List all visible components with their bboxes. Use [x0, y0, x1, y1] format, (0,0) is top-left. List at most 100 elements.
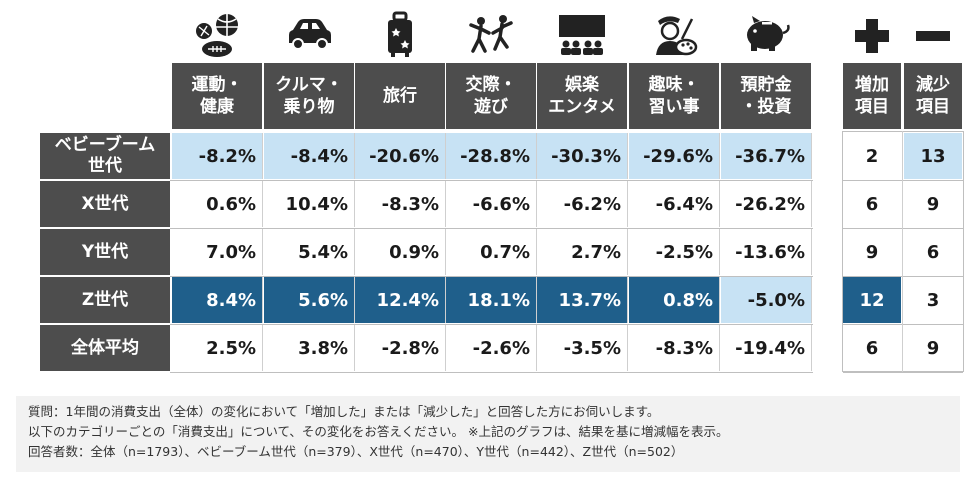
value-cell: -8.3% [629, 325, 720, 371]
value-cell: 0.8% [629, 277, 720, 323]
label-line-1: ベビーブーム [54, 135, 156, 155]
label-line-1: Z世代 [81, 289, 129, 310]
value-cell: -6.6% [446, 181, 537, 227]
increase-count-cell: 9 [865, 241, 879, 263]
value-cell: -36.7% [721, 133, 812, 179]
label-line-1: 運動・ [191, 75, 243, 95]
row-divider [843, 180, 963, 181]
label-line-1: 増加 [855, 75, 889, 95]
row-divider [170, 228, 813, 229]
row-header: 全体平均 [40, 325, 170, 371]
row-divider [843, 324, 963, 325]
row-header: Z世代 [40, 277, 170, 323]
survey-note: 質問：1年間の消費支出（全体）の変化において「増加した」または「減少した」と回答… [16, 396, 960, 472]
row-divider [843, 276, 963, 277]
label-line-2: 乗り物 [283, 97, 335, 117]
note-question: 質問：1年間の消費支出（全体）の変化において「増加した」または「減少した」と回答… [28, 404, 660, 419]
label-line-1: 減少 [916, 75, 950, 95]
piggy-bank-icon [721, 8, 811, 62]
value-cell: 12.4% [355, 277, 446, 323]
artist-painter-icon [629, 8, 719, 62]
decrease-count-cell: 9 [926, 193, 940, 215]
row-divider [843, 372, 963, 373]
minus-icon [888, 8, 978, 62]
row-divider [170, 324, 813, 325]
column-header: 旅行 [355, 63, 445, 129]
value-cell: -3.5% [537, 325, 628, 371]
decrease-count-cell: 6 [926, 241, 940, 263]
label-line-1: 趣味・ [648, 75, 700, 95]
value-cell: -28.8% [446, 133, 537, 179]
row-header: ベビーブーム 世代 [40, 133, 170, 179]
label-line-1: 旅行 [383, 86, 417, 106]
dancing-people-icon [446, 8, 536, 62]
increase-count-cell: 2 [865, 145, 879, 167]
value-cell: -5.0% [721, 277, 812, 323]
column-header: 交際・ 遊び [446, 63, 536, 129]
value-cell: 5.6% [264, 277, 355, 323]
row-divider [843, 228, 963, 229]
value-cell: -8.4% [264, 133, 355, 179]
value-cell: -26.2% [721, 181, 812, 227]
value-cell: -29.6% [629, 133, 720, 179]
value-cell: 2.7% [537, 229, 628, 275]
label-line-1: 預貯金 [740, 75, 792, 95]
label-line-1: 娯楽 [565, 75, 599, 95]
note-instruction: 以下のカテゴリーごとの「消費支出」について、その変化をお答えください。 ※上記の… [28, 424, 729, 439]
sports-balls-icon [172, 8, 262, 62]
value-cell: 0.7% [446, 229, 537, 275]
value-cell: -6.2% [537, 181, 628, 227]
value-cell: 5.4% [264, 229, 355, 275]
label-line-1: 交際・ [465, 75, 517, 95]
count-header: 減少 項目 [904, 63, 962, 129]
row-divider [170, 180, 813, 181]
row-divider [170, 276, 813, 277]
value-cell: -8.3% [355, 181, 446, 227]
value-cell: -13.6% [721, 229, 812, 275]
value-cell: 18.1% [446, 277, 537, 323]
label-line-2: ・投資 [740, 97, 792, 117]
increase-count-cell: 6 [865, 337, 879, 359]
label-line-2: 遊び [474, 97, 508, 117]
count-header: 増加 項目 [843, 63, 901, 129]
column-header: クルマ・ 乗り物 [264, 63, 354, 129]
decrease-count-cell: 9 [926, 337, 940, 359]
decrease-count-cell: 3 [926, 289, 940, 311]
label-line-2: 世代 [87, 156, 122, 176]
row-divider [170, 372, 813, 373]
plus-icon [827, 8, 917, 62]
value-cell: 8.4% [172, 277, 263, 323]
value-cell: -20.6% [355, 133, 446, 179]
value-cell: 7.0% [172, 229, 263, 275]
suitcase-icon [355, 8, 445, 62]
label-line-2: 習い事 [648, 97, 700, 117]
column-header: 預貯金 ・投資 [721, 63, 811, 129]
value-cell: 13.7% [537, 277, 628, 323]
increase-count-cell: 6 [865, 193, 879, 215]
row-header: X世代 [40, 181, 170, 227]
label-line-2: 健康 [200, 97, 234, 117]
row-header: Y世代 [40, 229, 170, 275]
value-cell: 0.6% [172, 181, 263, 227]
value-cell: -8.2% [172, 133, 263, 179]
value-cell: -2.5% [629, 229, 720, 275]
label-line-1: 全体平均 [71, 337, 139, 358]
label-line-1: X世代 [81, 193, 129, 214]
decrease-count-cell: 13 [904, 133, 962, 179]
label-line-1: Y世代 [81, 241, 129, 262]
value-cell: 0.9% [355, 229, 446, 275]
label-line-2: 項目 [855, 97, 889, 117]
column-header: 趣味・ 習い事 [629, 63, 719, 129]
theater-audience-icon [537, 8, 627, 62]
increase-count-cell: 12 [843, 277, 901, 323]
value-cell: -2.6% [446, 325, 537, 371]
count-divider [902, 131, 903, 372]
note-respondents: 回答者数：全体（n=1793）、ベビーブーム世代（n=379）、X世代（n=47… [28, 444, 684, 459]
label-line-2: 項目 [916, 97, 950, 117]
count-block-border [842, 131, 964, 372]
value-cell: -30.3% [537, 133, 628, 179]
value-cell: 2.5% [172, 325, 263, 371]
value-cell: 3.8% [264, 325, 355, 371]
value-cell: -2.8% [355, 325, 446, 371]
value-cell: -6.4% [629, 181, 720, 227]
